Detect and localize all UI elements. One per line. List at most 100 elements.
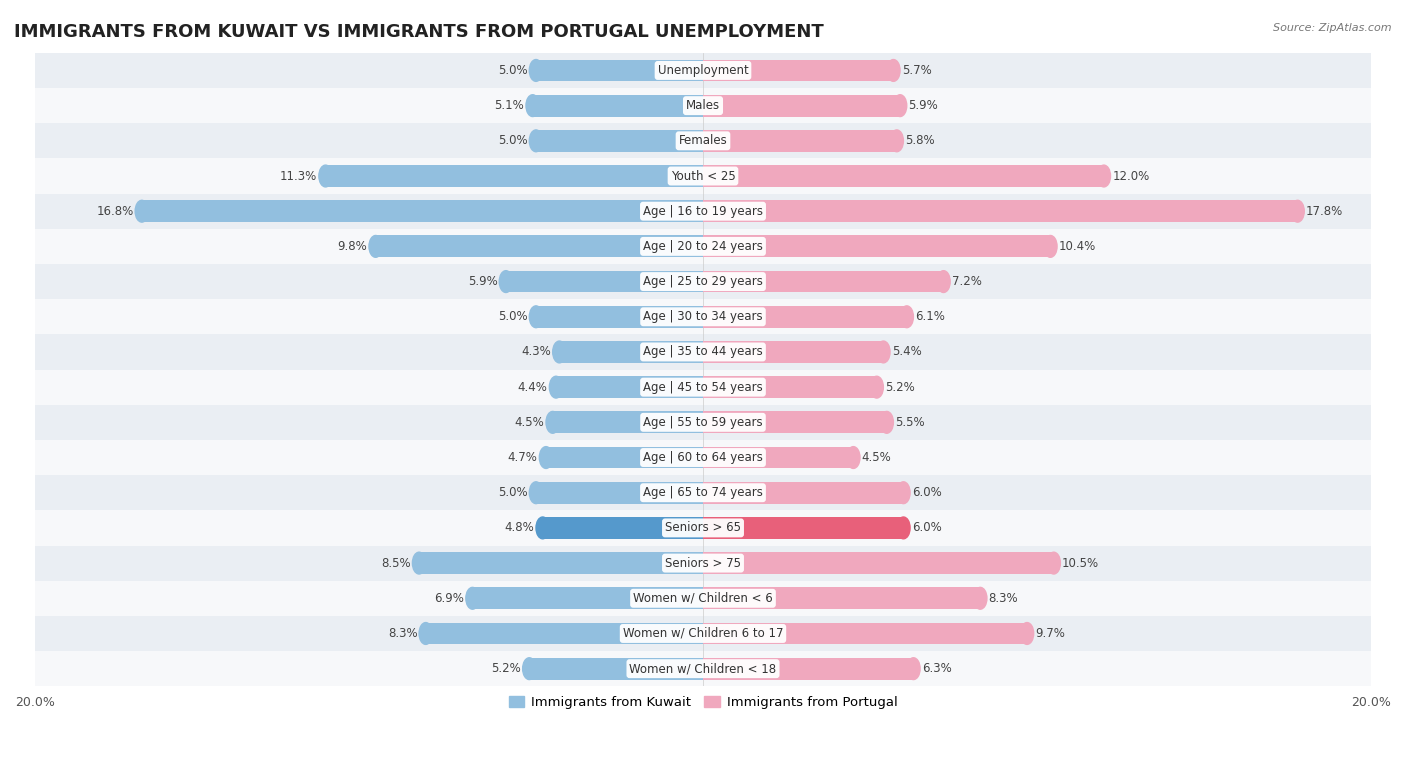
Text: 9.8%: 9.8%: [337, 240, 367, 253]
Bar: [703, 587, 980, 609]
Text: Seniors > 75: Seniors > 75: [665, 556, 741, 569]
Ellipse shape: [1291, 201, 1305, 222]
Ellipse shape: [465, 587, 479, 609]
Text: 4.7%: 4.7%: [508, 451, 537, 464]
Text: Age | 16 to 19 years: Age | 16 to 19 years: [643, 204, 763, 218]
Text: Age | 25 to 29 years: Age | 25 to 29 years: [643, 275, 763, 288]
Ellipse shape: [907, 658, 920, 680]
Ellipse shape: [1021, 622, 1033, 644]
Bar: [35, 335, 1371, 369]
Bar: [426, 622, 703, 644]
Bar: [703, 60, 893, 81]
Ellipse shape: [897, 481, 910, 503]
Text: 4.8%: 4.8%: [505, 522, 534, 534]
Text: Age | 35 to 44 years: Age | 35 to 44 years: [643, 345, 763, 359]
Text: 10.5%: 10.5%: [1062, 556, 1099, 569]
Bar: [536, 481, 703, 503]
Bar: [142, 201, 703, 222]
Bar: [703, 271, 943, 292]
Text: Women w/ Children 6 to 17: Women w/ Children 6 to 17: [623, 627, 783, 640]
Text: Age | 20 to 24 years: Age | 20 to 24 years: [643, 240, 763, 253]
Text: 6.9%: 6.9%: [434, 592, 464, 605]
Text: Seniors > 65: Seniors > 65: [665, 522, 741, 534]
Bar: [703, 165, 1104, 187]
Ellipse shape: [529, 481, 543, 503]
Bar: [35, 53, 1371, 88]
Bar: [35, 158, 1371, 194]
Text: Unemployment: Unemployment: [658, 64, 748, 77]
Text: 6.3%: 6.3%: [922, 662, 952, 675]
Bar: [703, 552, 1053, 574]
Text: Women w/ Children < 6: Women w/ Children < 6: [633, 592, 773, 605]
Bar: [536, 130, 703, 151]
Bar: [35, 440, 1371, 475]
Ellipse shape: [846, 447, 860, 469]
Text: Males: Males: [686, 99, 720, 112]
Ellipse shape: [877, 341, 890, 363]
Text: 4.5%: 4.5%: [515, 416, 544, 428]
Ellipse shape: [1043, 235, 1057, 257]
Text: 5.7%: 5.7%: [901, 64, 932, 77]
Text: Youth < 25: Youth < 25: [671, 170, 735, 182]
Text: IMMIGRANTS FROM KUWAIT VS IMMIGRANTS FROM PORTUGAL UNEMPLOYMENT: IMMIGRANTS FROM KUWAIT VS IMMIGRANTS FRO…: [14, 23, 824, 41]
Ellipse shape: [412, 552, 426, 574]
Ellipse shape: [973, 587, 987, 609]
Text: Age | 65 to 74 years: Age | 65 to 74 years: [643, 486, 763, 499]
Text: 6.0%: 6.0%: [911, 486, 942, 499]
Text: 5.9%: 5.9%: [468, 275, 498, 288]
Text: Age | 30 to 34 years: Age | 30 to 34 years: [643, 310, 763, 323]
Bar: [35, 299, 1371, 335]
Ellipse shape: [540, 447, 553, 469]
Ellipse shape: [536, 517, 550, 539]
Bar: [703, 235, 1050, 257]
Text: Females: Females: [679, 134, 727, 148]
Text: 16.8%: 16.8%: [96, 204, 134, 218]
Ellipse shape: [419, 622, 433, 644]
Bar: [35, 369, 1371, 405]
Text: 8.3%: 8.3%: [988, 592, 1018, 605]
Bar: [35, 229, 1371, 264]
Text: 7.2%: 7.2%: [952, 275, 981, 288]
Bar: [35, 510, 1371, 546]
Bar: [533, 95, 703, 117]
Bar: [35, 264, 1371, 299]
Text: 5.0%: 5.0%: [498, 134, 527, 148]
Bar: [703, 411, 887, 433]
Text: 17.8%: 17.8%: [1306, 204, 1343, 218]
Ellipse shape: [880, 411, 893, 433]
Bar: [35, 88, 1371, 123]
Text: 5.2%: 5.2%: [884, 381, 915, 394]
Text: Source: ZipAtlas.com: Source: ZipAtlas.com: [1274, 23, 1392, 33]
Ellipse shape: [936, 271, 950, 292]
Text: 5.0%: 5.0%: [498, 486, 527, 499]
Bar: [529, 658, 703, 680]
Text: 5.5%: 5.5%: [896, 416, 925, 428]
Bar: [419, 552, 703, 574]
Bar: [555, 376, 703, 398]
Text: 8.3%: 8.3%: [388, 627, 418, 640]
Bar: [703, 95, 900, 117]
Text: 4.5%: 4.5%: [862, 451, 891, 464]
Text: 9.7%: 9.7%: [1035, 627, 1066, 640]
Text: 4.4%: 4.4%: [517, 381, 548, 394]
Bar: [543, 517, 703, 539]
Bar: [536, 60, 703, 81]
Bar: [703, 517, 904, 539]
Legend: Immigrants from Kuwait, Immigrants from Portugal: Immigrants from Kuwait, Immigrants from …: [503, 691, 903, 715]
Text: 10.4%: 10.4%: [1059, 240, 1097, 253]
Text: 5.2%: 5.2%: [491, 662, 522, 675]
Text: 5.0%: 5.0%: [498, 64, 527, 77]
Bar: [703, 341, 883, 363]
Bar: [35, 651, 1371, 687]
Text: 11.3%: 11.3%: [280, 170, 318, 182]
Bar: [703, 447, 853, 469]
Text: 5.8%: 5.8%: [905, 134, 935, 148]
Text: 5.9%: 5.9%: [908, 99, 938, 112]
Bar: [553, 411, 703, 433]
Ellipse shape: [553, 341, 567, 363]
Bar: [35, 616, 1371, 651]
Ellipse shape: [887, 60, 900, 81]
Bar: [35, 475, 1371, 510]
Bar: [536, 306, 703, 328]
Bar: [35, 546, 1371, 581]
